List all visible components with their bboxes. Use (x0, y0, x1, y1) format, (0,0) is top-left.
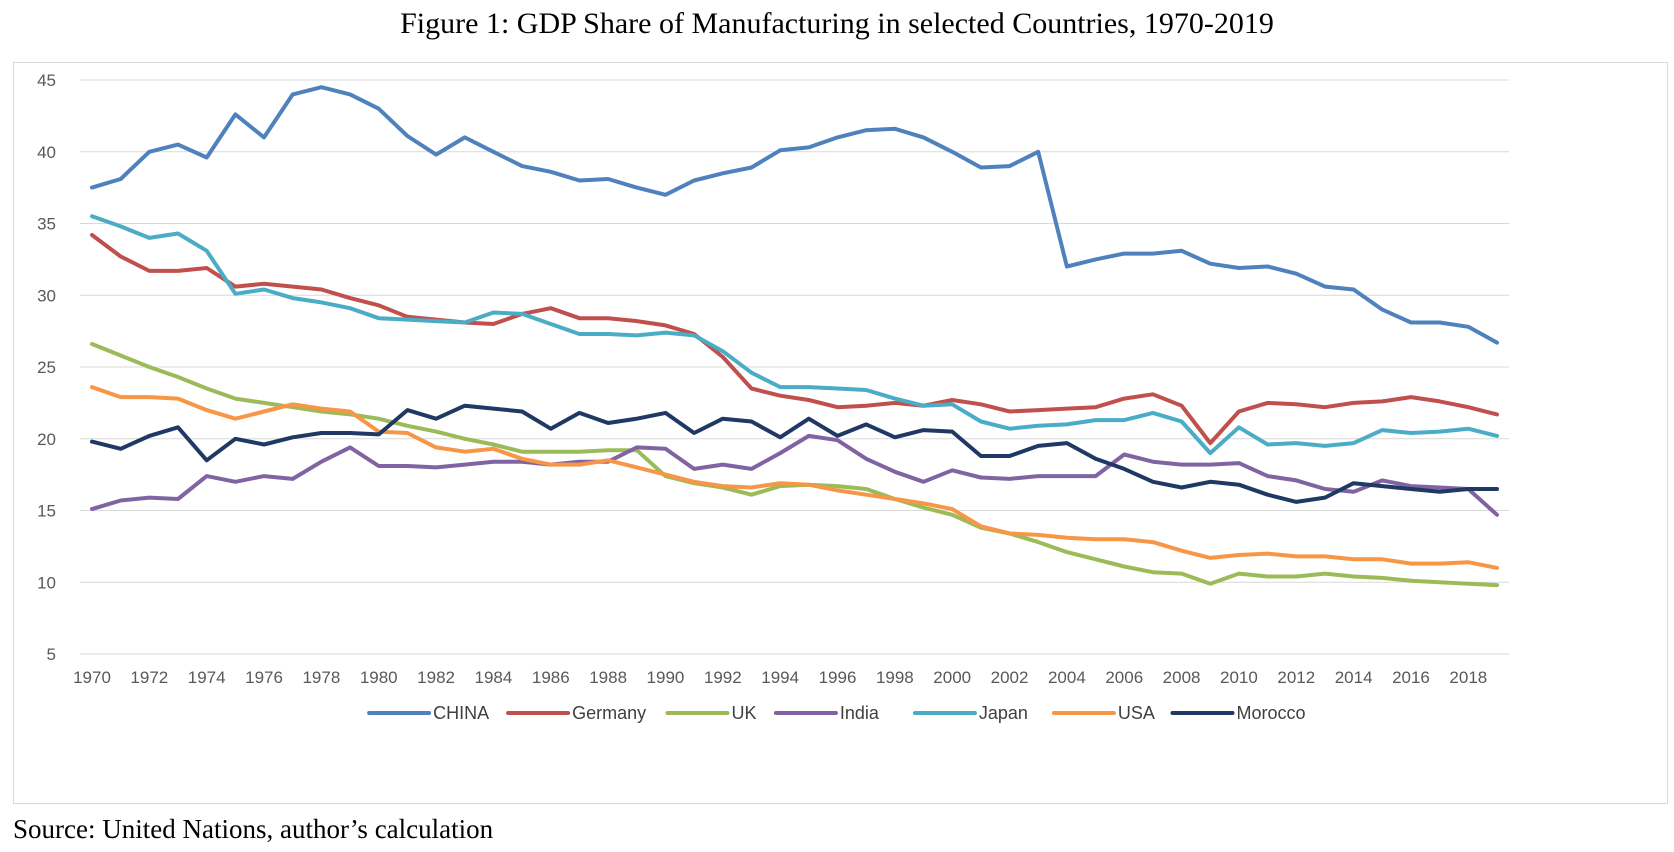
legend: CHINA Germany UK India Japan USA Morocco (367, 703, 1306, 723)
x-tick-label: 2012 (1277, 668, 1315, 687)
y-axis-ticks: 5 10 15 20 25 30 35 40 45 (37, 71, 56, 664)
chart-area: 5 10 15 20 25 30 35 40 45 1970 1972 1974 1976 1978 19… (13, 62, 1668, 804)
legend-label: Germany (572, 703, 646, 723)
legend-item-japan: Japan (912, 703, 1028, 723)
legend-item-germany: Germany (506, 703, 646, 723)
legend-label: Japan (979, 703, 1028, 723)
legend-item-usa: USA (1051, 703, 1155, 723)
x-tick-label: 1988 (589, 668, 627, 687)
y-tick-label: 10 (37, 573, 56, 592)
series-line-india (90, 433, 1499, 517)
legend-item-china: CHINA (367, 703, 489, 723)
x-tick-label: 1976 (245, 668, 283, 687)
legend-item-india: India (773, 703, 880, 723)
x-tick-label: 2018 (1449, 668, 1487, 687)
x-tick-label: 2010 (1220, 668, 1258, 687)
series-line-uk (90, 342, 1499, 588)
gridlines (80, 79, 1509, 655)
legend-label: UK (732, 703, 757, 723)
series-line-germany (90, 233, 1499, 446)
series-line-china (90, 85, 1499, 345)
x-tick-label: 2014 (1335, 668, 1373, 687)
y-tick-label: 15 (37, 502, 56, 521)
y-tick-label: 45 (37, 71, 56, 90)
x-tick-label: 1980 (360, 668, 398, 687)
x-tick-label: 1994 (761, 668, 799, 687)
x-tick-label: 1990 (647, 668, 685, 687)
x-tick-label: 1986 (532, 668, 570, 687)
x-tick-label: 1996 (819, 668, 857, 687)
figure-title: Figure 1: GDP Share of Manufacturing in … (400, 7, 1274, 40)
x-tick-label: 1972 (130, 668, 168, 687)
y-tick-label: 20 (37, 430, 56, 449)
series-lines (90, 85, 1499, 588)
x-tick-label: 2016 (1392, 668, 1430, 687)
legend-label: India (840, 703, 880, 723)
legend-label: USA (1118, 703, 1155, 723)
legend-item-morocco: Morocco (1170, 703, 1306, 723)
x-tick-label: 1970 (73, 668, 111, 687)
series-line-morocco (90, 403, 1499, 504)
series-line-japan (90, 214, 1499, 456)
x-tick-label: 1984 (475, 668, 513, 687)
x-tick-label: 2000 (933, 668, 971, 687)
y-tick-label: 35 (37, 215, 56, 234)
series-line-usa (90, 385, 1499, 570)
y-tick-label: 5 (47, 645, 56, 664)
legend-label: CHINA (433, 703, 489, 723)
legend-item-uk: UK (665, 703, 757, 723)
x-tick-label: 2004 (1048, 668, 1086, 687)
legend-label: Morocco (1237, 703, 1306, 723)
x-tick-label: 2006 (1105, 668, 1143, 687)
y-tick-label: 40 (37, 143, 56, 162)
x-tick-label: 2002 (991, 668, 1029, 687)
x-tick-label: 2008 (1163, 668, 1201, 687)
x-tick-label: 1992 (704, 668, 742, 687)
y-tick-label: 30 (37, 286, 56, 305)
x-tick-label: 1998 (876, 668, 914, 687)
x-tick-label: 1978 (302, 668, 340, 687)
x-axis-ticks: 1970 1972 1974 1976 1978 1980 1982 1984 1986 1988… (73, 668, 1487, 687)
x-tick-label: 1974 (188, 668, 226, 687)
source-note: Source: United Nations, author’s calcula… (13, 814, 494, 844)
y-tick-label: 25 (37, 358, 56, 377)
x-tick-label: 1982 (417, 668, 455, 687)
